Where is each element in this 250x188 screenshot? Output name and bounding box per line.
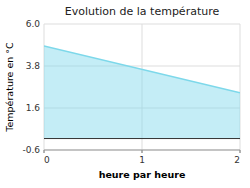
area xyxy=(44,46,240,139)
title: Evolution de la température xyxy=(65,5,220,18)
x-axis-label: heure par heure xyxy=(99,169,186,180)
x-tick-label: 2 xyxy=(234,155,240,165)
y-grid-line xyxy=(44,150,240,151)
y-tick-label: 6.0 xyxy=(26,19,41,29)
x-axis-line xyxy=(44,150,240,151)
y-axis-label: Température en °C xyxy=(4,42,15,133)
plot-area xyxy=(44,24,240,150)
line xyxy=(44,46,240,93)
zero-line xyxy=(44,138,240,139)
y-tick-label: 3.8 xyxy=(26,61,41,71)
x-tick-label: 0 xyxy=(44,155,50,165)
y-tick-label: -0.6 xyxy=(22,145,40,155)
series xyxy=(44,46,240,139)
grid xyxy=(44,24,240,150)
y-tick-label: 1.6 xyxy=(26,103,41,113)
x-tick-label: 1 xyxy=(139,155,145,165)
chart: -0.6 1.6 3.8 6.0 0 1 2 Evolution de la températ… xyxy=(0,0,250,188)
